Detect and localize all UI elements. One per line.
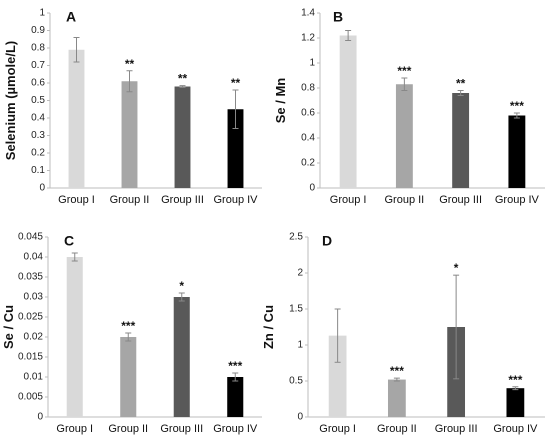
panel-c: C Se / Cu 0 0.005 0.01 0.015 0.02 0.025 0.03 0.03… [1, 232, 262, 435]
y-tick-label: 0.03 [24, 292, 44, 303]
y-tick-label: 0.5 [31, 95, 45, 106]
x-category-label: Group III [160, 423, 203, 435]
y-tick-label: 1.4 [301, 8, 315, 19]
x-category-label: Group II [377, 423, 417, 435]
y-tick-label: 0.5 [289, 376, 303, 387]
x-category-label: Group IV [493, 423, 538, 435]
y-tick-label: 0.8 [31, 43, 45, 54]
y-tick-label: 0 [309, 183, 315, 194]
x-category-label: Group I [58, 194, 95, 206]
y-axis-label: Zn / Cu [261, 305, 276, 349]
x-category-label: Group II [110, 194, 150, 206]
panel-a: A Selenium (µmole/L) 0 0.1 0.2 0.3 0.4 0.5 0.6 0.… [3, 8, 262, 206]
y-tick-label: 0.025 [18, 312, 43, 323]
y-tick-label: 1.5 [289, 304, 303, 315]
significance-marker: * [179, 279, 184, 293]
bar-4 [227, 377, 244, 417]
bar-4 [506, 388, 525, 417]
y-tick-label: 1.2 [301, 33, 315, 44]
y-tick-label: 0.02 [24, 332, 44, 343]
significance-marker: *** [397, 64, 411, 78]
y-axis-label: Se / Mn [273, 78, 288, 124]
x-category-label: Group IV [495, 194, 540, 206]
panel-label: B [333, 9, 343, 25]
significance-marker: ** [456, 77, 466, 91]
x-category-label: Group II [108, 423, 148, 435]
x-category-label: Group I [56, 423, 93, 435]
bar-2 [395, 84, 413, 188]
bar-4 [227, 109, 244, 188]
y-tick-label: 0 [297, 412, 303, 423]
y-tick-label: 0.04 [24, 252, 44, 263]
significance-marker: *** [121, 319, 135, 333]
bar-1 [328, 335, 347, 417]
panel-label: D [322, 233, 332, 249]
x-category-label: Group I [319, 423, 356, 435]
significance-marker: *** [508, 373, 522, 387]
bar-2 [121, 81, 138, 188]
significance-marker: ** [231, 76, 241, 90]
y-tick-label: 1 [297, 340, 303, 351]
y-tick-label: 0.7 [31, 60, 45, 71]
bar-3 [452, 93, 470, 188]
x-category-label: Group III [439, 194, 482, 206]
x-category-label: Group III [435, 423, 478, 435]
bar-2 [120, 337, 137, 417]
y-tick-label: 2 [297, 268, 303, 279]
significance-marker: * [454, 261, 459, 275]
y-tick-label: 0.4 [301, 133, 315, 144]
bar-3 [174, 86, 191, 188]
bar-4 [508, 115, 526, 188]
y-tick-label: 0.2 [31, 148, 45, 159]
y-tick-label: 0.005 [18, 392, 43, 403]
significance-marker: *** [390, 364, 404, 378]
y-tick-label: 1 [309, 58, 315, 69]
y-tick-label: 0.2 [301, 158, 315, 169]
significance-marker: ** [125, 57, 135, 71]
x-category-label: Group I [330, 194, 367, 206]
bar-1 [68, 49, 85, 188]
panel-d: D Zn / Cu 0 0.5 1 1.5 2 2.5 Group I *** Group II * G… [261, 232, 545, 435]
y-tick-label: 0 [37, 412, 43, 423]
x-category-label: Group III [161, 194, 204, 206]
significance-marker: *** [228, 359, 242, 373]
y-tick-label: 0.3 [31, 130, 45, 141]
bar-1 [66, 257, 83, 417]
bar-1 [339, 35, 357, 188]
y-tick-label: 0.8 [301, 83, 315, 94]
y-tick-label: 2.5 [289, 232, 303, 243]
x-category-label: Group II [385, 194, 425, 206]
x-category-label: Group IV [213, 423, 258, 435]
panel-label: C [64, 233, 74, 249]
panel-label: A [66, 9, 76, 25]
y-tick-label: 1 [39, 8, 45, 19]
y-tick-label: 0.1 [31, 165, 45, 176]
y-tick-label: 0.6 [301, 108, 315, 119]
y-tick-label: 0.045 [18, 232, 43, 243]
y-tick-label: 0 [39, 183, 45, 194]
y-axis-label: Selenium (µmole/L) [3, 41, 18, 160]
y-tick-label: 0.035 [18, 272, 43, 283]
bar-3 [173, 297, 190, 417]
y-tick-label: 0.4 [31, 113, 45, 124]
significance-marker: *** [510, 99, 524, 113]
y-tick-label: 0.015 [18, 352, 43, 363]
y-tick-label: 0.9 [31, 25, 45, 36]
x-category-label: Group IV [213, 194, 258, 206]
y-tick-label: 0.6 [31, 78, 45, 89]
y-tick-label: 0.01 [24, 372, 44, 383]
panel-b: B Se / Mn 0 0.2 0.4 0.6 0.8 1 1.2 1.4 Group I *** Gr… [273, 8, 545, 206]
bar-2 [387, 379, 406, 417]
significance-marker: ** [178, 72, 188, 86]
y-axis-label: Se / Cu [1, 305, 16, 349]
